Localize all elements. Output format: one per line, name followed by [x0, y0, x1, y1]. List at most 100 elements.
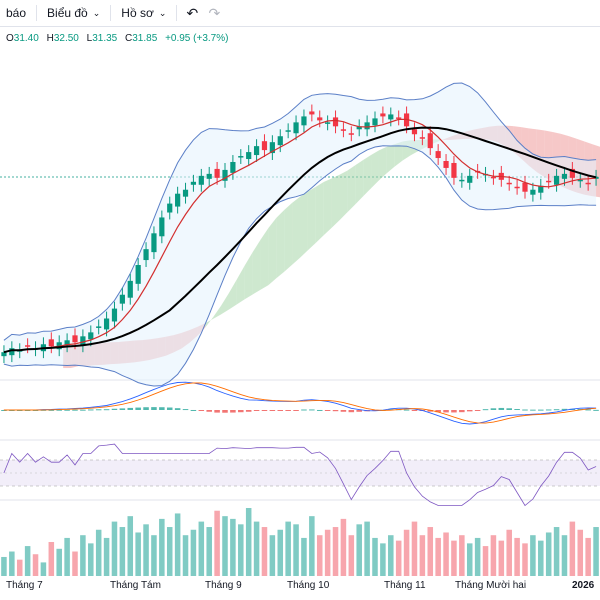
cloud-segment: [244, 252, 253, 300]
candle-body: [206, 173, 212, 179]
candle-body: [1, 352, 7, 357]
candle-body: [506, 182, 512, 185]
volume-bar: [466, 543, 473, 576]
candle-body: [222, 169, 228, 181]
candle-body: [103, 318, 110, 330]
candle-body: [388, 114, 394, 120]
candle-body: [293, 122, 299, 134]
volume-bar: [230, 518, 236, 576]
candle-body: [435, 151, 441, 159]
volume-bar: [577, 529, 584, 576]
macd-histogram-bar: [166, 407, 173, 410]
candle-body: [340, 129, 347, 131]
macd-histogram-bar: [309, 409, 315, 411]
candle-body: [277, 136, 283, 146]
alerts-label: báo: [6, 6, 27, 20]
macd-histogram-bar: [198, 410, 205, 411]
macd-histogram-bar: [388, 409, 394, 411]
candle-body: [182, 189, 189, 197]
macd-histogram-bar: [482, 409, 489, 411]
macd-histogram-bar: [293, 410, 299, 411]
macd-pane: [1, 381, 599, 425]
macd-histogram-bar: [9, 410, 15, 411]
cloud-segment: [339, 170, 348, 221]
candle-body: [546, 180, 552, 183]
volume-bar: [143, 524, 149, 576]
candle-body: [411, 129, 418, 135]
macd-histogram-bar: [182, 409, 189, 411]
volume-bar: [64, 537, 70, 576]
macd-histogram-bar: [95, 409, 102, 411]
open-label: O: [6, 33, 14, 44]
macd-histogram-bar: [348, 410, 355, 413]
profile-menu-button[interactable]: Hồ sơ ⌄: [115, 0, 172, 26]
candle-body: [585, 182, 591, 185]
candle-body: [190, 181, 197, 185]
macd-histogram-bar: [506, 408, 512, 410]
candle-body: [372, 118, 378, 126]
volume-bar: [119, 527, 126, 576]
volume-bar: [585, 537, 591, 576]
candle-body: [577, 179, 583, 182]
undo-icon[interactable]: ↶: [186, 4, 199, 21]
candle-body: [214, 168, 220, 178]
candle-body: [348, 133, 354, 135]
cloud-segment: [378, 146, 387, 181]
volume-bar: [427, 527, 434, 576]
macd-histogram-bar: [427, 410, 434, 412]
volume-bar: [72, 551, 78, 576]
macd-line: [3, 381, 597, 425]
macd-histogram-bar: [514, 408, 520, 410]
macd-histogram-bar: [230, 410, 236, 413]
volume-bar: [498, 540, 505, 576]
macd-histogram-bar: [530, 409, 536, 411]
candle-body: [364, 122, 370, 130]
cloud-segment: [300, 191, 308, 258]
volume-bar: [530, 535, 536, 576]
x-axis-label: Tháng 7: [6, 580, 43, 591]
macd-histogram-bar: [48, 409, 55, 411]
bollinger-lower-line: [3, 145, 597, 387]
redo-icon[interactable]: ↷: [208, 4, 221, 21]
volume-bar: [388, 535, 394, 576]
volume-bar: [514, 537, 520, 576]
cloud-segment: [252, 239, 261, 295]
alerts-button[interactable]: báo: [0, 0, 32, 26]
volume-bar: [245, 508, 252, 576]
cloud-segment: [236, 265, 245, 305]
x-axis-label: Tháng 11: [384, 580, 426, 591]
macd-histogram-bar: [24, 410, 31, 411]
candle-body: [72, 335, 78, 343]
cloud-segment: [205, 317, 214, 328]
macd-histogram-bar: [222, 410, 228, 413]
volume-bar: [490, 535, 497, 576]
chevron-down-icon: ⌄: [92, 7, 101, 18]
volume-bar: [80, 535, 86, 576]
candle-body: [530, 189, 536, 195]
candle-body: [561, 173, 568, 179]
cloud-segment: [371, 150, 379, 189]
macd-histogram-bar: [261, 410, 268, 411]
bollinger-bands: [3, 82, 597, 387]
chart-menu-button[interactable]: Biểu đồ ⌄: [41, 0, 106, 26]
candle-body: [167, 203, 173, 213]
macd-histogram-bar: [269, 410, 276, 411]
x-axis-label: Tháng 9: [205, 580, 242, 591]
chart-menu-label: Biểu đồ: [47, 6, 88, 20]
volume-bar: [16, 559, 23, 576]
candle-body: [238, 156, 244, 158]
macd-histogram-bar: [238, 410, 244, 413]
volume-bar: [569, 521, 576, 576]
low-label: L: [86, 33, 93, 44]
macd-histogram-bar: [190, 409, 197, 411]
macd-histogram-bar: [111, 408, 118, 410]
volume-bar: [553, 527, 560, 576]
macd-histogram-bar: [206, 410, 212, 412]
cloud-segment: [221, 292, 229, 315]
cloud-segment: [363, 154, 372, 197]
macd-histogram-bar: [340, 410, 347, 412]
volume-bar: [127, 516, 134, 576]
macd-histogram-bar: [301, 409, 307, 411]
candle-body: [538, 185, 544, 193]
